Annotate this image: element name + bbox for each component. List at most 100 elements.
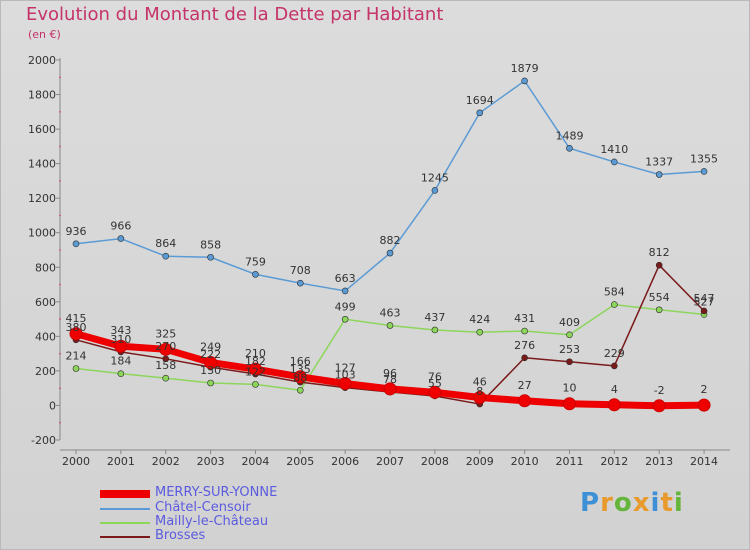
series-line-1 [75, 80, 705, 292]
chart-title: Evolution du Montant de la Dette par Hab… [26, 4, 444, 25]
data-label: 122 [245, 365, 266, 378]
data-point [607, 398, 621, 412]
data-label: 88 [293, 371, 307, 384]
legend-label-merry: MERRY-SUR-YONNE [155, 485, 278, 500]
data-label: 4 [611, 383, 618, 396]
data-label: 27 [518, 379, 532, 392]
data-point [293, 370, 307, 384]
x-tick-label: 2001 [107, 455, 135, 468]
data-label: 310 [110, 333, 131, 346]
logo-letter: o [613, 488, 633, 518]
data-label: 415 [66, 312, 87, 325]
data-point [72, 365, 80, 372]
legend-label-mailly: Mailly-le-Château [155, 514, 269, 529]
data-point [117, 235, 125, 242]
data-label: 276 [514, 339, 535, 352]
data-point [72, 240, 80, 248]
data-label: 1337 [645, 156, 673, 169]
chart-subtitle: (en €) [28, 28, 61, 41]
data-point [562, 397, 576, 411]
data-label: 249 [200, 340, 221, 353]
x-tick-label: 2002 [152, 455, 180, 468]
data-label: 812 [649, 246, 670, 259]
y-minor-tick [59, 145, 61, 148]
data-point [518, 394, 532, 408]
data-point [611, 158, 618, 166]
data-point [159, 342, 173, 356]
data-label: 8 [476, 385, 483, 398]
x-tick-label: 2009 [466, 455, 494, 468]
proxiti-logo: Proxiti [580, 488, 684, 518]
legend-swatch-chatel [100, 508, 150, 510]
x-tick-label: 2004 [241, 455, 269, 468]
data-label: 10 [562, 382, 576, 395]
data-label: 547 [694, 292, 715, 305]
data-label: 431 [514, 312, 535, 325]
data-label: 103 [335, 369, 356, 382]
data-label: 253 [559, 343, 580, 356]
data-label: 437 [424, 311, 445, 324]
x-tick-label: 2014 [690, 455, 718, 468]
data-point [476, 328, 484, 336]
data-point [652, 399, 666, 413]
data-point [386, 249, 394, 257]
data-point [207, 253, 214, 261]
legend-item-mailly: Mailly-le-Château [100, 514, 360, 531]
legend-item-brosses: Brosses [100, 528, 360, 545]
x-tick-label: 2010 [511, 455, 539, 468]
legend-item-chatel: Châtel-Censoir [100, 500, 360, 517]
logo-letter: i [673, 488, 684, 518]
y-minor-tick [59, 352, 61, 355]
legend-swatch-merry [100, 490, 150, 498]
data-label: 499 [335, 300, 356, 313]
data-label: 270 [155, 340, 176, 353]
data-point [431, 187, 439, 194]
logo-letter: P [580, 488, 601, 518]
data-label: 527 [694, 295, 715, 308]
logo-letter: r [600, 488, 614, 518]
data-point [697, 398, 711, 412]
data-label: 584 [604, 286, 625, 299]
data-point [69, 327, 83, 341]
data-label: 2 [701, 383, 708, 396]
data-label: 858 [200, 238, 221, 251]
data-point [248, 362, 262, 376]
data-label: 864 [155, 237, 176, 250]
data-label: 1245 [421, 171, 449, 184]
y-tick-label: 1400 [28, 158, 56, 171]
y-tick-label: 400 [35, 330, 56, 343]
data-point [655, 306, 663, 314]
y-tick-label: 1000 [28, 227, 56, 240]
data-label: 1489 [555, 129, 583, 142]
y-tick-label: 200 [35, 365, 56, 378]
data-label: 325 [155, 327, 176, 340]
x-tick-label: 2011 [555, 455, 583, 468]
data-label: 214 [66, 349, 87, 362]
data-label: 130 [200, 364, 221, 377]
data-point [296, 279, 304, 287]
data-point [521, 354, 528, 362]
data-label: 380 [66, 321, 87, 334]
data-point [162, 252, 170, 260]
data-label: 409 [559, 316, 580, 329]
data-point [655, 261, 663, 269]
data-point [296, 386, 304, 394]
y-tick-label: 0 [49, 399, 56, 412]
data-point [566, 358, 573, 366]
data-label: 135 [290, 363, 311, 376]
data-point [521, 327, 528, 335]
data-point [428, 385, 442, 399]
y-minor-tick [59, 318, 61, 320]
data-label: 554 [649, 291, 670, 304]
x-tick-label: 2012 [600, 455, 628, 468]
data-point [386, 322, 394, 329]
logo-letter: x [632, 488, 651, 518]
x-tick-label: 2000 [62, 455, 90, 468]
data-point [252, 271, 259, 278]
y-minor-tick [59, 180, 61, 182]
data-label: -2 [654, 384, 665, 397]
data-label: 46 [473, 376, 487, 389]
x-tick-label: 2008 [421, 455, 449, 468]
x-tick-label: 2003 [197, 455, 225, 468]
